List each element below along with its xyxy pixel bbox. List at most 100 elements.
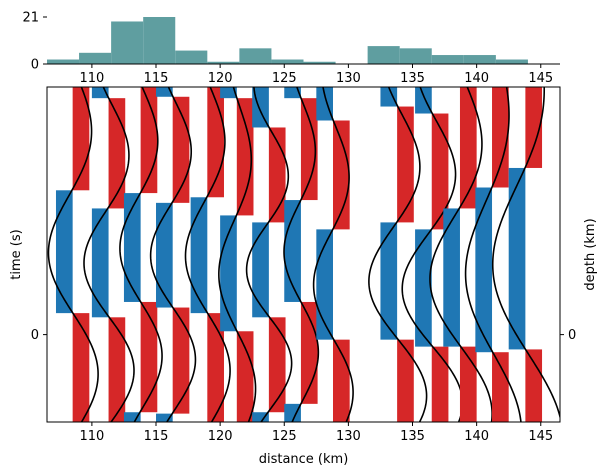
wiggle-negative-fill: [284, 87, 301, 99]
wiggle-positive-fill: [140, 301, 158, 413]
wiggle-x-tick-label: 125: [272, 429, 297, 444]
wiggle-x-tick-label: 145: [528, 429, 553, 444]
wiggle-line: [491, 87, 560, 421]
wiggle-negative-fill: [123, 193, 141, 302]
histogram-bar: [175, 50, 208, 64]
wiggle-traces: [47, 87, 560, 422]
wiggle-negative-fill: [475, 187, 493, 353]
wiggle-negative-fill: [415, 229, 432, 347]
histogram-x-tick-label: 135: [400, 71, 425, 86]
histogram-bar: [207, 61, 240, 64]
wiggle-trace: [368, 87, 428, 422]
histogram-bar: [239, 48, 272, 64]
wiggle-x-tick-label: 130: [336, 429, 361, 444]
x-axis-label: distance (km): [259, 452, 349, 467]
histogram-bar: [143, 17, 176, 64]
wiggle-negative-fill: [220, 87, 237, 99]
wiggle-line: [368, 87, 428, 422]
wiggle-negative-fill: [156, 413, 173, 422]
histogram-x-tick-label: 125: [272, 71, 297, 86]
wiggle-positive-fill: [172, 307, 190, 414]
wiggle-negative-fill: [380, 87, 398, 107]
wiggle-negative-fill: [316, 229, 333, 340]
wiggle-trace: [149, 87, 197, 422]
histogram-bar: [367, 46, 400, 64]
wiggle-trace: [464, 87, 522, 422]
wiggle-positive-fill: [300, 98, 318, 201]
histogram-x-tick-label: 120: [208, 71, 233, 86]
wiggle-x-tick-label: 135: [400, 429, 425, 444]
wiggle-positive-fill: [459, 87, 477, 209]
wiggle-x-tick-label: 120: [208, 429, 233, 444]
wiggle-trace: [47, 87, 99, 422]
wiggle-y-tick-label-right: 0: [568, 328, 576, 343]
histogram-x-tick-label: 145: [528, 71, 553, 86]
histogram-y-ticks: 0 21: [22, 11, 47, 73]
wiggle-y-tick-label: 0: [31, 328, 39, 343]
wiggle-trace: [283, 87, 320, 422]
wiggle-negative-fill: [123, 412, 141, 422]
histogram-bar: [271, 59, 304, 64]
wiggle-negative-fill: [55, 190, 73, 314]
histogram-bar: [47, 59, 80, 64]
wiggle-positive-fill: [108, 98, 126, 209]
histogram-bar: [431, 55, 464, 64]
wiggle-line: [401, 87, 464, 422]
y-axis-label-right: depth (km): [583, 218, 598, 290]
wiggle-line: [464, 87, 522, 422]
wiggle-negative-fill: [252, 222, 269, 318]
wiggle-positive-fill: [236, 98, 254, 216]
wiggle-positive-fill: [268, 317, 286, 413]
wiggle-negative-fill: [252, 412, 269, 422]
wiggle-negative-fill: [380, 222, 398, 340]
wiggle-positive-fill: [397, 106, 414, 223]
y-axis-label: time (s): [9, 229, 24, 279]
wiggle-positive-fill: [431, 346, 449, 422]
wiggle-negative-fill: [91, 87, 109, 99]
wiggle-negative-fill: [415, 87, 432, 114]
wiggle-positive-fill: [431, 113, 449, 230]
histogram-x-ticks: 110 115 120 125 130 135 140 145: [79, 64, 553, 86]
wiggle-x-tick-label: 140: [464, 429, 489, 444]
wiggle-negative-fill: [156, 87, 173, 97]
wiggle-trace: [119, 87, 163, 422]
wiggle-panel-frame: [46, 86, 561, 423]
wiggle-positive-fill: [525, 87, 543, 168]
wiggle-negative-fill: [91, 208, 109, 318]
wiggle-positive-fill: [525, 349, 543, 422]
histogram-y-tick-label: 0: [31, 58, 39, 73]
histogram-bar: [463, 55, 496, 64]
histogram-bar: [303, 61, 336, 64]
wiggle-trace: [83, 87, 135, 422]
wiggle-line: [83, 87, 135, 422]
wiggle-negative-fill: [443, 208, 460, 347]
wiggle-x-tick-label: 115: [144, 429, 169, 444]
wiggle-x-ticks: 110 115 120 125 130 135 140 145: [79, 422, 553, 444]
histogram-bar: [399, 48, 432, 64]
wiggle-trace: [429, 87, 493, 422]
histogram-bar: [111, 21, 144, 65]
wiggle-trace: [184, 87, 231, 422]
wiggle-negative-fill: [252, 87, 269, 128]
wiggle-positive-fill: [236, 331, 254, 422]
wiggle-positive-fill: [108, 317, 126, 422]
wiggle-line: [429, 87, 493, 422]
wiggle-line: [119, 87, 163, 422]
wiggle-negative-fill: [316, 87, 333, 121]
histogram-bar: [495, 59, 528, 64]
wiggle-negative-fill: [284, 403, 301, 422]
histogram-x-tick-label: 140: [464, 71, 489, 86]
histogram-x-tick-label: 110: [79, 71, 104, 86]
wiggle-line: [218, 87, 257, 422]
wiggle-trace: [312, 87, 354, 422]
wiggle-positive-fill: [207, 313, 224, 422]
histogram-panel: 0 21 110 115 120 125 130 135 140 145: [22, 11, 560, 86]
wiggle-negative-fill: [190, 197, 208, 314]
wiggle-line: [184, 87, 231, 422]
wiggle-positive-fill: [492, 352, 509, 422]
wiggle-positive-fill: [492, 87, 509, 188]
wiggle-trace: [218, 87, 257, 422]
